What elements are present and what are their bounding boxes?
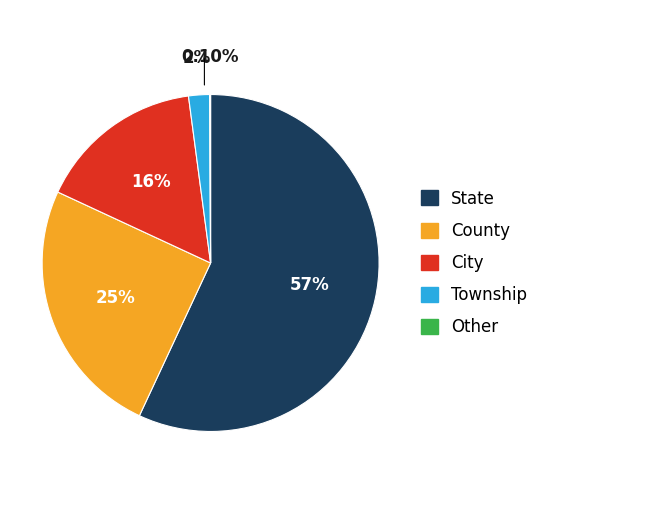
Text: 0.10%: 0.10% (181, 48, 238, 66)
Text: 25%: 25% (96, 289, 135, 307)
Text: 57%: 57% (290, 276, 329, 294)
Wedge shape (209, 95, 211, 263)
Text: 16%: 16% (131, 173, 170, 190)
Text: 2%: 2% (182, 49, 211, 67)
Legend: State, County, City, Township, Other: State, County, City, Township, Other (421, 190, 527, 336)
Wedge shape (189, 95, 211, 263)
Wedge shape (42, 192, 211, 416)
Wedge shape (139, 95, 379, 431)
Wedge shape (58, 96, 211, 263)
